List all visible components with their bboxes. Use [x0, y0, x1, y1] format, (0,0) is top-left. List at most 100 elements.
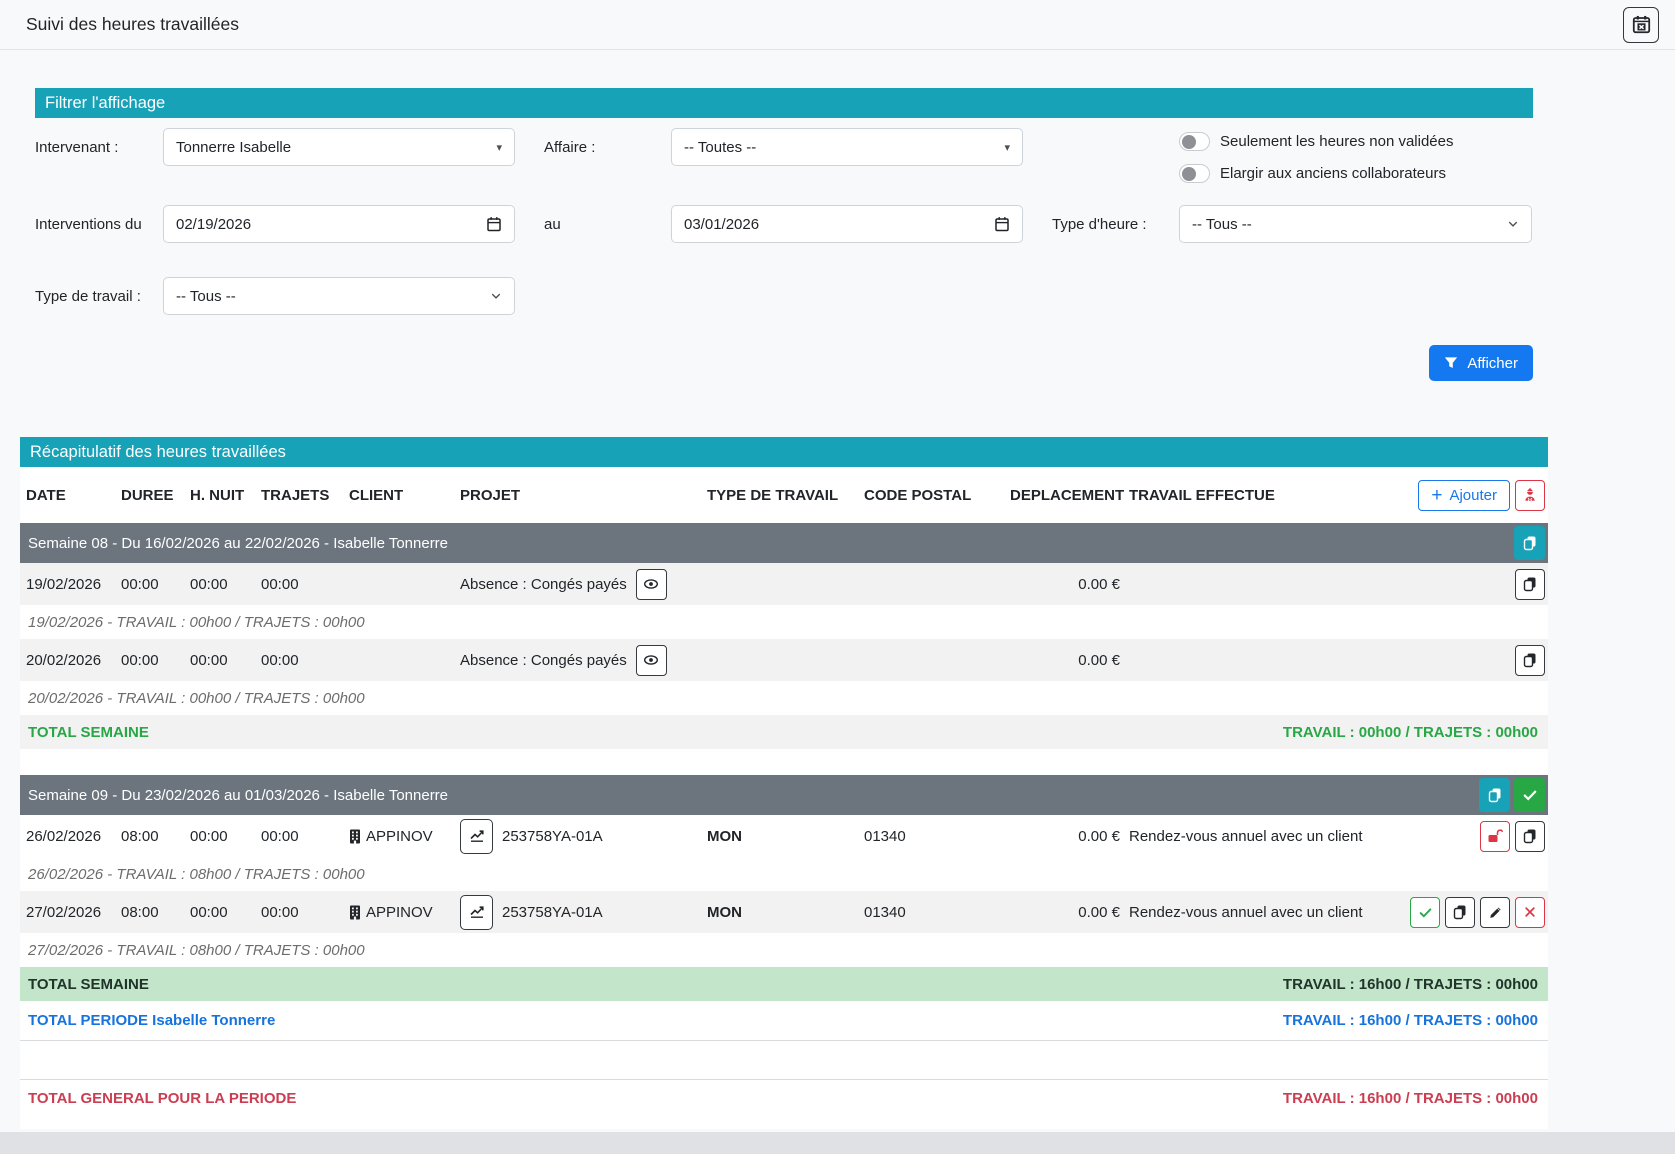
total-general-value: TRAVAIL : 16h00 / TRAJETS : 00h00 — [1282, 1090, 1538, 1107]
interventions-du-label: Interventions du — [35, 216, 142, 233]
toggle-anciens-collaborateurs[interactable] — [1179, 164, 1210, 183]
top-bar: Suivi des heures travaillées — [0, 0, 1675, 50]
row-deplacement: 0.00 € — [1078, 575, 1120, 593]
copy-icon — [1522, 652, 1538, 668]
col-projet: PROJET — [460, 486, 521, 504]
copy-icon — [1452, 904, 1468, 920]
delete-row-button[interactable] — [1515, 896, 1545, 928]
chevron-down-icon: ▾ — [496, 141, 502, 154]
client-name: APPINOV — [366, 827, 433, 845]
view-absence-button[interactable] — [635, 568, 667, 600]
row-duree: 08:00 — [121, 903, 159, 921]
row-h-nuit: 00:00 — [190, 575, 228, 593]
copy-row-button[interactable] — [1515, 644, 1545, 676]
intervenant-label: Intervenant : — [35, 139, 119, 156]
filter-toggles: Seulement les heures non validées Elargi… — [1179, 128, 1533, 183]
validate-row-button[interactable] — [1410, 896, 1440, 928]
copy-row-button[interactable] — [1515, 568, 1545, 600]
row-projet: 253758YA-01A — [502, 903, 603, 921]
toggle-heures-non-validees[interactable] — [1179, 132, 1210, 151]
total-general-label: TOTAL GENERAL POUR LA PERIODE — [28, 1090, 297, 1107]
recap-section: Récapitulatif des heures travaillées DAT… — [20, 437, 1548, 1129]
copy-icon — [1522, 828, 1538, 844]
row-travail-effectue: Rendez-vous annuel avec un client — [1129, 903, 1363, 921]
eye-icon — [643, 652, 659, 668]
table-row: 26/02/2026 08:00 00:00 00:00 — [20, 815, 1548, 857]
week-header-semaine-09: Semaine 09 - Du 23/02/2026 au 01/03/2026… — [20, 775, 1548, 815]
row-date: 26/02/2026 — [26, 827, 102, 845]
view-absence-button[interactable] — [635, 644, 667, 676]
filter-section-title: Filtrer l'affichage — [35, 88, 1533, 118]
col-h-nuit: H. NUIT — [190, 486, 245, 504]
copy-week-button[interactable] — [1514, 526, 1545, 560]
row-client: APPINOV — [345, 828, 456, 845]
calendar-icon — [486, 216, 502, 232]
date-from-input[interactable]: 02/19/2026 — [163, 205, 515, 243]
calendar-icon — [994, 216, 1010, 232]
row-h-nuit: 00:00 — [190, 827, 228, 845]
worker-export-button[interactable] — [1515, 479, 1545, 511]
row-h-nuit: 00:00 — [190, 651, 228, 669]
table-row: 27/02/2026 08:00 00:00 00:00 — [20, 891, 1548, 933]
chart-line-button[interactable] — [460, 818, 493, 854]
week-header-semaine-08: Semaine 08 - Du 16/02/2026 au 22/02/2026… — [20, 523, 1548, 563]
afficher-button[interactable]: Afficher — [1429, 345, 1533, 381]
chevron-down-icon — [490, 290, 502, 302]
unlock-icon — [1487, 828, 1503, 844]
week-title: Semaine 08 - Du 16/02/2026 au 22/02/2026… — [28, 534, 449, 552]
col-client: CLIENT — [349, 486, 404, 504]
type-travail-select[interactable]: -- Tous -- — [163, 277, 515, 315]
pencil-icon — [1488, 905, 1503, 920]
type-heure-value: -- Tous -- — [1192, 215, 1252, 233]
date-to-input[interactable]: 03/01/2026 — [671, 205, 1023, 243]
affaire-select[interactable]: -- Toutes -- ▾ — [671, 128, 1023, 166]
row-type-travail: MON — [707, 827, 742, 845]
client-name: APPINOV — [366, 903, 433, 921]
row-duree: 08:00 — [121, 827, 159, 845]
total-semaine-value: TRAVAIL : 00h00 / TRAJETS : 00h00 — [1282, 723, 1538, 741]
chart-line-icon — [469, 828, 485, 844]
total-periode-label: TOTAL PERIODE Isabelle Tonnerre — [28, 1012, 276, 1029]
copy-row-button[interactable] — [1445, 896, 1475, 928]
validate-week-button[interactable] — [1514, 778, 1545, 812]
col-travail-effectue: TRAVAIL EFFECTUE — [1129, 486, 1275, 504]
type-heure-select[interactable]: -- Tous -- — [1179, 205, 1532, 243]
col-duree: DUREE — [121, 486, 174, 504]
row-type-travail: MON — [707, 903, 742, 921]
edit-row-button[interactable] — [1480, 896, 1510, 928]
day-summary: 27/02/2026 - TRAVAIL : 08h00 / TRAJETS :… — [20, 933, 1548, 967]
row-projet: Absence : Congés payés — [460, 651, 627, 669]
building-icon — [349, 829, 361, 844]
toggle-heures-non-validees-label: Seulement les heures non validées — [1220, 133, 1454, 150]
row-travail-effectue: Rendez-vous annuel avec un client — [1129, 827, 1363, 845]
day-summary: 19/02/2026 - TRAVAIL : 00h00 / TRAJETS :… — [20, 605, 1548, 639]
total-semaine-09-row: TOTAL SEMAINE TRAVAIL : 16h00 / TRAJETS … — [20, 967, 1548, 1001]
total-general-row: TOTAL GENERAL POUR LA PERIODE TRAVAIL : … — [20, 1079, 1548, 1117]
row-client: APPINOV — [345, 904, 456, 921]
copy-week-button[interactable] — [1479, 778, 1510, 812]
col-type-travail: TYPE DE TRAVAIL — [707, 486, 839, 504]
col-code-postal: CODE POSTAL — [864, 486, 972, 504]
row-date: 19/02/2026 — [26, 575, 102, 593]
week-title: Semaine 09 - Du 23/02/2026 au 01/03/2026… — [28, 786, 449, 804]
row-trajets: 00:00 — [261, 651, 299, 669]
ajouter-button[interactable]: + Ajouter — [1418, 479, 1510, 511]
copy-row-button[interactable] — [1515, 820, 1545, 852]
day-summary: 26/02/2026 - TRAVAIL : 08h00 / TRAJETS :… — [20, 857, 1548, 891]
intervenant-select[interactable]: Tonnerre Isabelle ▾ — [163, 128, 515, 166]
unlock-row-button[interactable] — [1480, 820, 1510, 852]
affaire-value: -- Toutes -- — [684, 138, 757, 156]
calendar-xmark-button[interactable] — [1623, 6, 1659, 43]
row-trajets: 00:00 — [261, 827, 299, 845]
row-code-postal: 01340 — [864, 903, 906, 921]
day-summary: 20/02/2026 - TRAVAIL : 00h00 / TRAJETS :… — [20, 681, 1548, 715]
row-date: 20/02/2026 — [26, 651, 102, 669]
calendar-xmark-icon — [1632, 15, 1651, 34]
check-icon — [1522, 787, 1538, 803]
page-title: Suivi des heures travaillées — [26, 14, 240, 34]
chevron-down-icon: ▾ — [1004, 141, 1010, 154]
chart-line-button[interactable] — [460, 894, 493, 930]
row-duree: 00:00 — [121, 575, 159, 593]
row-trajets: 00:00 — [261, 903, 299, 921]
